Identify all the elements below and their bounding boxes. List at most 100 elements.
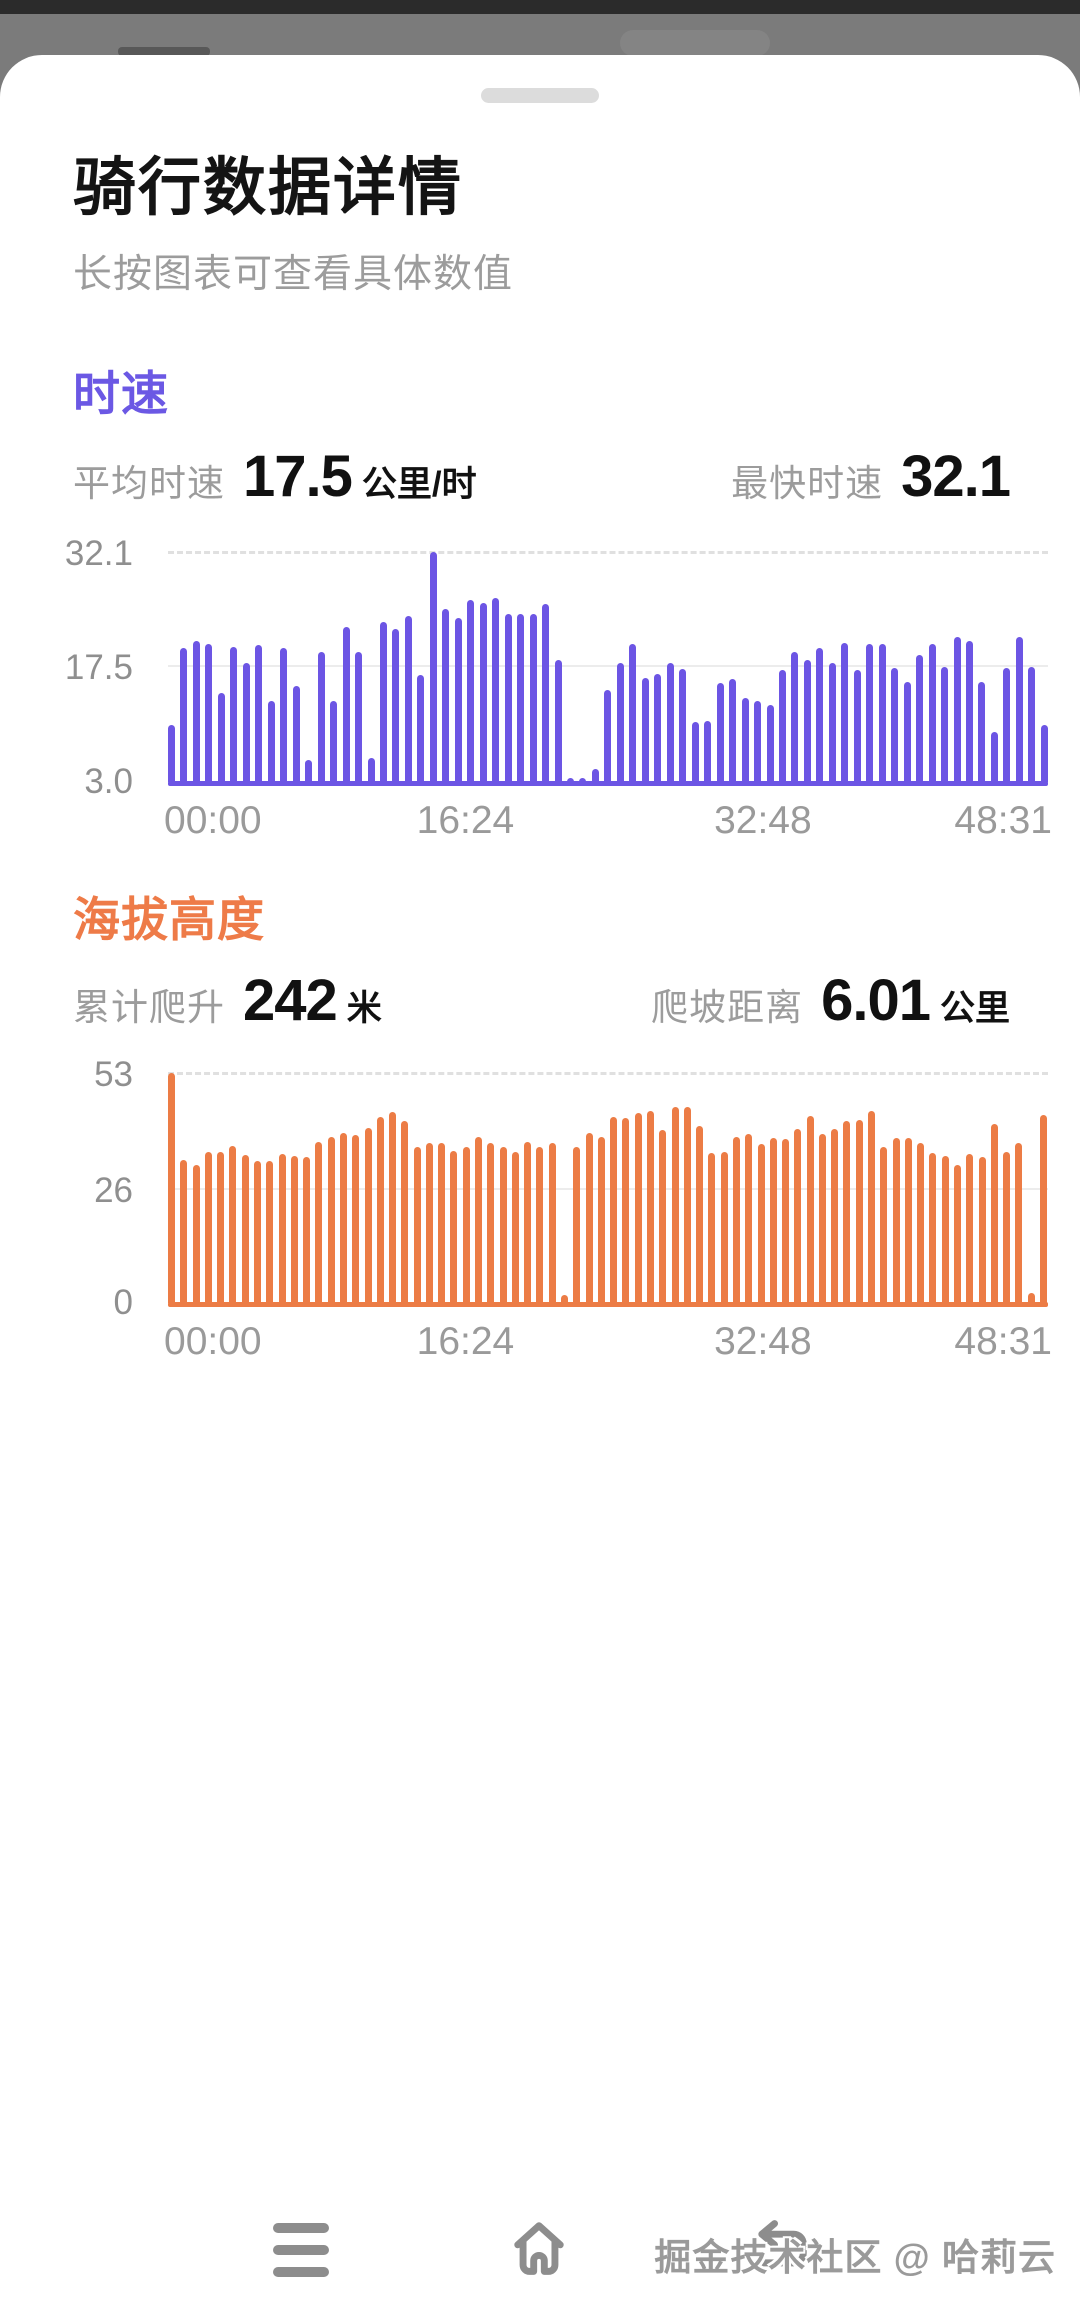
bar (610, 1116, 618, 1303)
bar (352, 1135, 360, 1303)
bar (954, 1165, 961, 1303)
bar (916, 654, 924, 782)
bar (622, 1118, 630, 1303)
bar (317, 652, 325, 782)
bar (376, 1116, 384, 1303)
bar (597, 1137, 605, 1303)
speed-grid-top (168, 551, 1048, 554)
bar (292, 685, 300, 782)
bar (442, 608, 450, 782)
avg-speed-value: 17.5 (243, 444, 353, 509)
bar (641, 678, 649, 782)
bottom-sheet: 骑行数据详情 长按图表可查看具体数值 时速 平均时速 17.5 公里/时 最快时… (0, 55, 1080, 2305)
bar (868, 1111, 876, 1303)
bar (941, 1155, 949, 1303)
max-speed-stat: 最快时速 32.1 (731, 443, 1011, 510)
bar (462, 1146, 470, 1303)
bar (1015, 1143, 1023, 1303)
bar (841, 642, 849, 782)
bar (794, 1128, 802, 1303)
bar (729, 679, 737, 782)
bar (561, 1294, 568, 1303)
max-speed-value: 32.1 (901, 444, 1011, 509)
bar (604, 689, 612, 782)
speed-baseline (168, 781, 1048, 786)
bar (255, 645, 263, 782)
bar (290, 1155, 298, 1303)
climb-distance-value: 6.01 (821, 968, 931, 1033)
bar (708, 1152, 716, 1303)
bar (806, 1115, 814, 1303)
altitude-chart[interactable]: 53 26 0 00:00 16:24 32:48 48:31 (94, 1057, 1052, 1363)
bar (392, 629, 400, 782)
altitude-section-title: 海拔高度 (73, 893, 265, 946)
bar (904, 1138, 912, 1303)
drag-handle-icon[interactable] (481, 88, 599, 103)
altitude-bars (168, 1073, 1048, 1303)
bar (168, 725, 175, 782)
bar (367, 757, 375, 782)
bar (1027, 1293, 1035, 1303)
total-climb-stat: 累计爬升 242 米 (73, 967, 382, 1034)
total-climb-unit: 米 (346, 989, 382, 1028)
altitude-grid-top (168, 1072, 1048, 1075)
bar (720, 1151, 728, 1303)
bar (303, 1156, 311, 1303)
bar (769, 1138, 777, 1303)
bar (204, 1151, 212, 1303)
bar (1015, 637, 1023, 782)
bar (754, 701, 762, 782)
bar (168, 1073, 175, 1303)
climb-distance-label: 爬坡距离 (651, 987, 804, 1028)
back-button[interactable] (748, 2214, 816, 2287)
bar (1040, 725, 1048, 782)
speed-stats-row: 平均时速 17.5 公里/时 最快时速 32.1 (73, 443, 1011, 510)
bar (978, 1156, 986, 1303)
bar (929, 1152, 937, 1303)
bar (573, 1146, 581, 1303)
home-button[interactable] (505, 2214, 573, 2287)
bar (342, 627, 350, 782)
bar (953, 637, 961, 782)
bar (438, 1142, 446, 1303)
bar (192, 641, 200, 782)
bar (450, 1150, 458, 1303)
climb-distance-unit: 公里 (939, 989, 1010, 1028)
bar (180, 648, 188, 782)
bar (330, 700, 338, 782)
altitude-xtick: 32:48 (714, 1320, 812, 1363)
altitude-xticks: 00:00 16:24 32:48 48:31 (164, 1320, 1052, 1370)
bar (241, 1155, 249, 1303)
bar (517, 614, 525, 782)
bar (679, 668, 687, 782)
avg-speed-stat: 平均时速 17.5 公里/时 (73, 443, 477, 510)
bar (782, 1138, 790, 1303)
bar (716, 683, 724, 782)
bar (524, 1141, 532, 1303)
bar (205, 643, 213, 782)
bar (305, 759, 313, 782)
bar (404, 616, 412, 782)
bar (757, 1144, 765, 1303)
page-title: 骑行数据详情 (73, 153, 463, 223)
bar (253, 1161, 261, 1303)
altitude-stats-row: 累计爬升 242 米 爬坡距离 6.01 公里 (73, 967, 1010, 1034)
bar (659, 1129, 667, 1303)
bar (475, 1137, 483, 1303)
bar (941, 667, 949, 782)
hamburger-menu-icon (273, 2267, 329, 2277)
status-bar (0, 0, 1080, 14)
bar (978, 681, 986, 782)
speed-chart[interactable]: 32.1 17.5 3.0 00:00 16:24 32:48 48:31 (65, 536, 1052, 842)
dimmed-background-content (118, 47, 210, 56)
bar (280, 648, 288, 782)
speed-ytick-min: 3.0 (84, 762, 133, 801)
bar (229, 1145, 237, 1303)
avg-speed-unit: 公里/时 (361, 465, 477, 504)
climb-distance-stat: 爬坡距离 6.01 公里 (651, 967, 1010, 1034)
bar (917, 1142, 925, 1303)
recents-button[interactable] (273, 2223, 329, 2277)
bar (646, 1111, 654, 1303)
bar (192, 1165, 200, 1303)
bar (855, 1119, 863, 1303)
